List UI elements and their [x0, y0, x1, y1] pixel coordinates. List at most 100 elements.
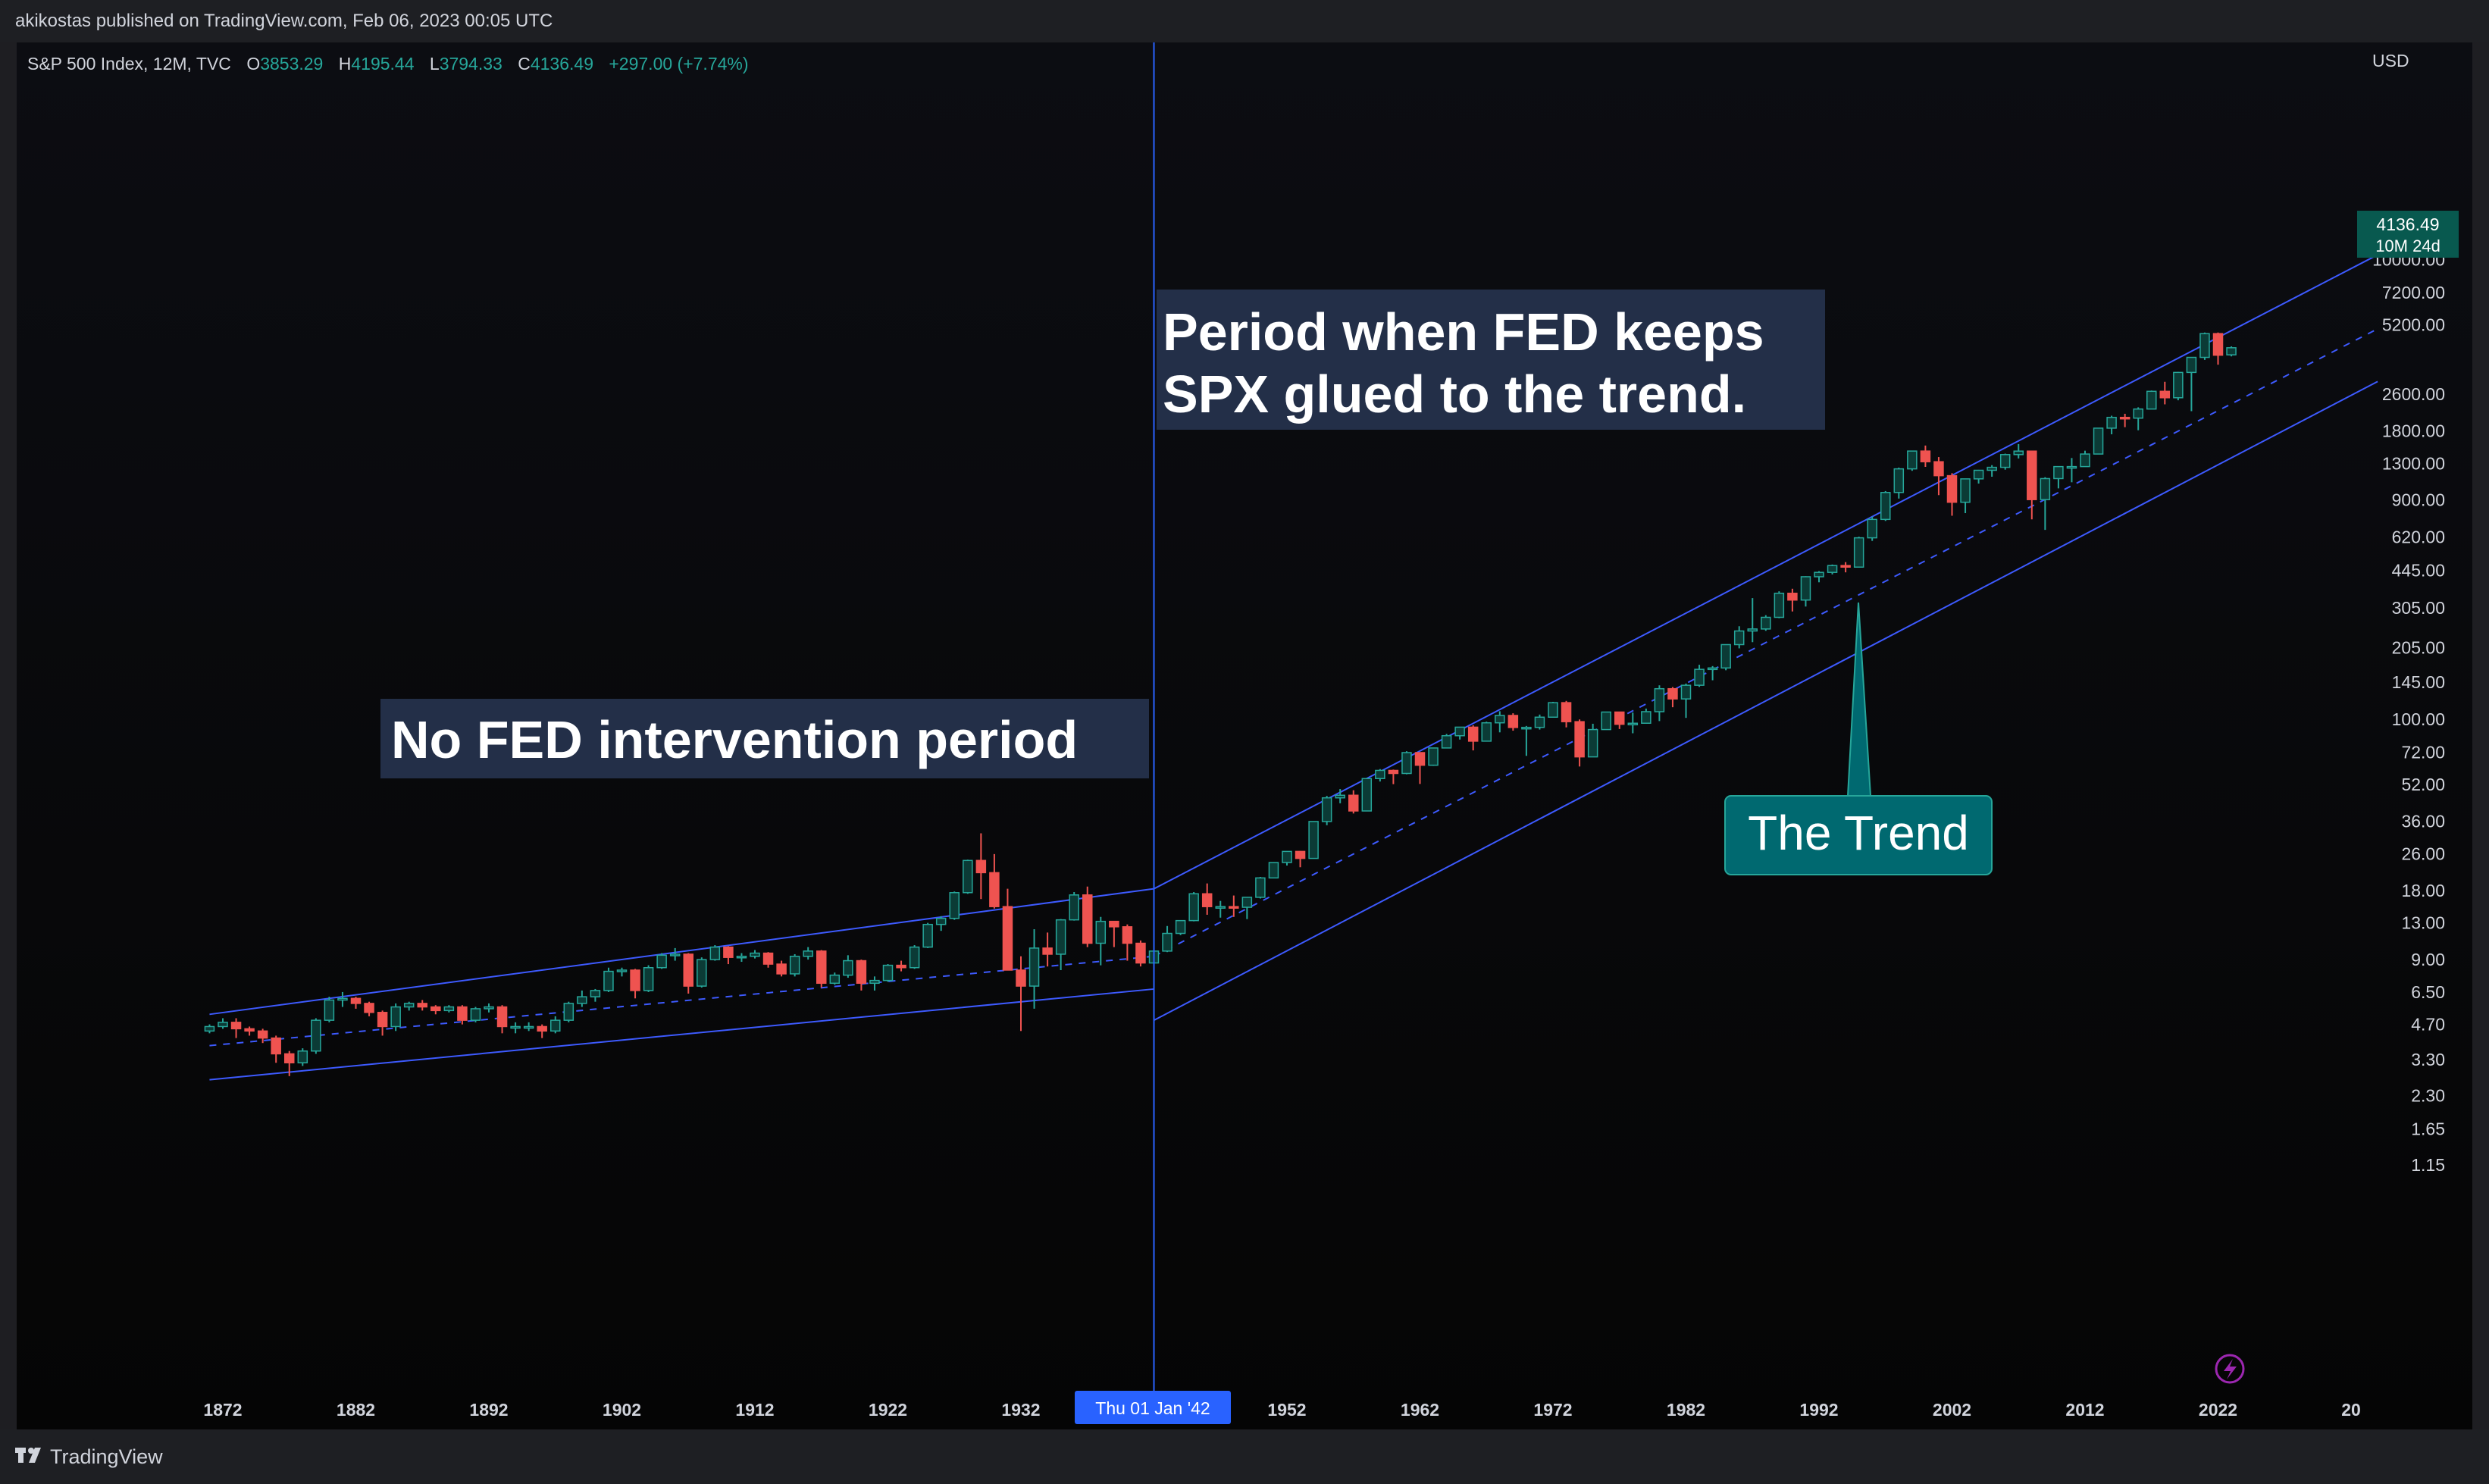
candle-1961	[1401, 751, 1412, 775]
legend-high-value: 4195.44	[351, 54, 414, 74]
channel-line-3[interactable]	[209, 988, 1154, 1081]
legend-open-label: O	[246, 54, 260, 74]
channel-line-5[interactable]	[1154, 327, 2378, 957]
candle-1925	[922, 922, 933, 948]
candle-1983	[1694, 665, 1705, 687]
candle-1999	[1907, 450, 1918, 471]
price-tick-4: 1800.00	[2382, 421, 2445, 440]
candle-2011	[2066, 458, 2077, 483]
candle-1965	[1454, 726, 1465, 740]
candle-1989	[1774, 591, 1785, 618]
candle-1873	[230, 1018, 242, 1038]
candle-1968	[1495, 711, 1505, 733]
price-tick-8: 445.00	[2392, 560, 2445, 580]
candle-1977	[1614, 711, 1625, 729]
candle-1911	[736, 953, 747, 963]
channel-line-6[interactable]	[1154, 380, 2378, 1022]
legend-close-value: 4136.49	[531, 54, 593, 74]
candle-1908	[697, 957, 707, 988]
channel-line-1[interactable]	[209, 888, 1154, 1016]
candle-1985	[1720, 643, 1731, 671]
candle-1940	[1122, 924, 1133, 961]
candle-1893	[496, 1005, 508, 1034]
candle-1888	[430, 1005, 441, 1015]
currency-label: USD	[2372, 51, 2409, 70]
candle-1902	[616, 967, 628, 977]
channel-line-4[interactable]	[1154, 254, 2378, 890]
candle-1884	[377, 1010, 388, 1036]
candle-2007	[2013, 443, 2024, 459]
price-tick-22: 3.30	[2411, 1050, 2445, 1069]
candle-1892	[484, 1003, 494, 1013]
time-tick-13: 2012	[2065, 1400, 2104, 1420]
candle-1931	[1002, 888, 1013, 971]
candle-1924	[909, 945, 920, 969]
time-tick-9: 1972	[1533, 1400, 1572, 1420]
brand-name: TradingView	[50, 1445, 163, 1468]
candle-2017	[2146, 390, 2157, 410]
legend-low-label: L	[430, 54, 440, 74]
candle-1932	[1016, 956, 1026, 1032]
candle-2021	[2199, 332, 2210, 360]
candle-1944	[1175, 919, 1186, 935]
price-tick-17: 18.00	[2401, 881, 2445, 900]
candle-1891	[470, 1007, 481, 1022]
candle-2013	[2093, 427, 2104, 455]
candle-1915	[789, 953, 800, 977]
crosshair-date-label: Thu 01 Jan '42	[1075, 1391, 1231, 1424]
candle-1994	[1840, 562, 1851, 573]
annotation-fed-period[interactable]: Period when FED keeps SPX glued to the t…	[1157, 290, 1825, 430]
time-axis[interactable]: 1872 1882 1892 1902 1912 1922 1932 1952 1962 1972…	[203, 1400, 2360, 1420]
candle-2005	[1987, 465, 1997, 477]
time-tick-5: 1922	[869, 1400, 907, 1420]
candle-1987	[1747, 598, 1758, 643]
candle-1919	[843, 955, 853, 978]
candle-1901	[603, 967, 614, 992]
candle-1978	[1627, 712, 1639, 734]
candle-1923	[896, 960, 906, 972]
candle-1998	[1893, 467, 1905, 499]
candle-2003	[1960, 478, 1971, 514]
candle-1959	[1375, 769, 1385, 782]
candle-1885	[390, 1003, 401, 1032]
candle-1986	[1733, 626, 1745, 649]
price-tick-9: 305.00	[2392, 598, 2445, 618]
price-tick-15: 36.00	[2401, 812, 2445, 831]
candle-1921	[869, 976, 880, 991]
candle-1887	[417, 1000, 427, 1011]
legend: S&P 500 Index, 12M, TVC O3853.29 H4195.4…	[27, 54, 749, 74]
price-tick-25: 1.15	[2411, 1155, 2445, 1175]
annotation-trend[interactable]: The Trend	[1724, 602, 1993, 875]
candle-1880	[324, 997, 335, 1022]
candle-1992	[1814, 571, 1824, 583]
candle-1951	[1268, 862, 1279, 879]
candle-1890	[457, 1005, 468, 1025]
candle-1936	[1069, 892, 1079, 921]
candle-1935	[1055, 919, 1066, 970]
annotation-no-fed[interactable]: No FED intervention period	[380, 699, 1149, 778]
candle-1941	[1135, 940, 1146, 967]
price-tick-12: 100.00	[2392, 709, 2445, 729]
candle-1918	[829, 972, 841, 985]
candle-1970	[1521, 725, 1532, 756]
candle-1981	[1667, 687, 1678, 708]
candle-1972	[1548, 701, 1558, 719]
candle-1922	[882, 964, 894, 982]
legend-open-value: 3853.29	[260, 54, 323, 74]
price-axis[interactable]: USD	[2372, 51, 2409, 70]
lightning-icon[interactable]	[2215, 1354, 2245, 1384]
bar-countdown: 10M 24d	[2375, 236, 2440, 255]
candle-1997	[1880, 490, 1891, 521]
candle-1899	[577, 990, 587, 1007]
candles	[204, 332, 2237, 1076]
time-tick-6: 1932	[1001, 1400, 1040, 1420]
candle-2010	[2053, 465, 2064, 489]
candle-1914	[776, 960, 787, 977]
candle-1913	[762, 952, 774, 968]
price-tick-5: 1300.00	[2382, 453, 2445, 473]
time-tick-1: 1882	[337, 1400, 375, 1420]
candle-1996	[1867, 516, 1877, 541]
candle-1946	[1201, 883, 1213, 915]
candle-1877	[284, 1050, 295, 1076]
